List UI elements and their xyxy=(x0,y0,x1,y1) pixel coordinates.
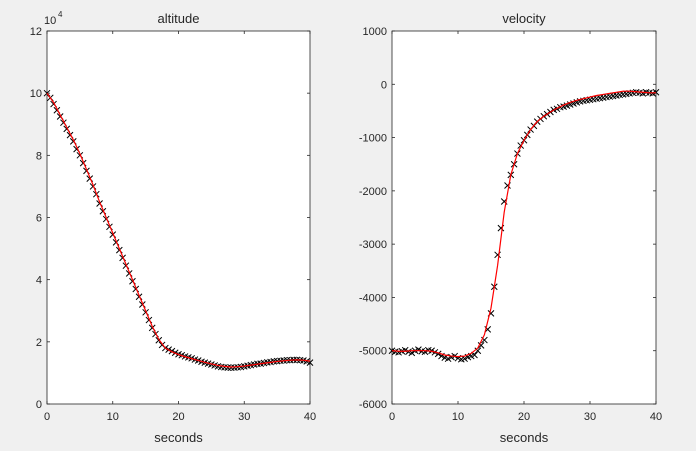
altitude-y-exponent: 10 4 xyxy=(44,10,63,27)
velocity-subplot: velocity seconds 0 10 20 30 40 -6000 -5000 -400… xyxy=(359,11,662,445)
velocity-x-tick-label: 30 xyxy=(584,411,596,423)
altitude-x-tick-label: 20 xyxy=(172,411,184,423)
velocity-data-point xyxy=(444,355,452,363)
altitude-x-tick-label: 30 xyxy=(238,411,250,423)
velocity-y-tick-label: -6000 xyxy=(359,399,387,411)
velocity-y-tick-label: 0 xyxy=(381,79,387,91)
velocity-y-tick-label: -5000 xyxy=(359,346,387,358)
altitude-data xyxy=(43,89,314,371)
altitude-x-tick-label: 10 xyxy=(107,411,119,423)
velocity-data-point xyxy=(415,346,422,354)
velocity-xlabel: seconds xyxy=(500,430,549,445)
velocity-fit-line xyxy=(391,90,656,358)
velocity-y-tick-label: -4000 xyxy=(359,292,387,304)
velocity-y-tick-label: -1000 xyxy=(359,133,387,145)
altitude-xlabel: seconds xyxy=(154,430,203,445)
altitude-x-tick-label: 0 xyxy=(44,411,50,423)
altitude-y-tick-label: 8 xyxy=(36,150,42,162)
velocity-x-tick-label: 0 xyxy=(389,411,395,423)
velocity-x-tick-label: 10 xyxy=(452,411,464,423)
velocity-data-point xyxy=(474,347,482,355)
altitude-y-tick-label: 10 xyxy=(30,88,42,100)
altitude-exponent-power: 4 xyxy=(58,10,63,19)
altitude-x-tick-label: 40 xyxy=(304,411,316,423)
velocity-ticks: 0 10 20 30 40 -6000 -5000 -4000 -3000 -2000 -1000 0… xyxy=(359,26,662,423)
velocity-x-tick-label: 40 xyxy=(650,411,662,423)
altitude-y-tick-label: 12 xyxy=(30,26,42,38)
altitude-exponent-base: 10 xyxy=(44,15,56,27)
velocity-data xyxy=(388,88,660,363)
altitude-fit-line xyxy=(46,92,311,368)
velocity-data-point xyxy=(421,348,429,356)
velocity-title: velocity xyxy=(502,11,546,26)
altitude-ticks: 0 10 20 30 40 0 2 4 6 8 10 12 xyxy=(30,26,316,423)
altitude-plot-area xyxy=(46,30,311,405)
altitude-title: altitude xyxy=(158,11,200,26)
altitude-data-point xyxy=(227,364,235,371)
velocity-plot-area xyxy=(391,30,657,405)
altitude-data-point xyxy=(224,364,232,371)
velocity-data-point xyxy=(477,342,485,349)
altitude-y-tick-label: 6 xyxy=(36,213,42,225)
altitude-y-tick-label: 2 xyxy=(36,337,42,349)
velocity-y-tick-label: 1000 xyxy=(363,26,387,38)
velocity-x-tick-label: 20 xyxy=(518,411,530,423)
velocity-y-tick-label: -3000 xyxy=(359,239,387,251)
velocity-data-point xyxy=(401,346,409,354)
altitude-y-tick-label: 0 xyxy=(36,399,42,411)
velocity-y-tick-label: -2000 xyxy=(359,186,387,198)
altitude-y-tick-label: 4 xyxy=(36,275,42,287)
